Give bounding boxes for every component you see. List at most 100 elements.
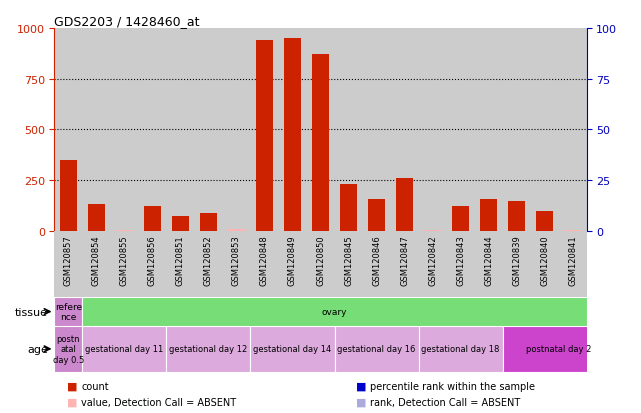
Bar — [251, 29, 278, 231]
Text: ■: ■ — [356, 381, 366, 391]
Bar — [558, 231, 587, 297]
Bar — [256, 41, 273, 231]
Bar — [368, 200, 385, 231]
Bar — [54, 297, 83, 326]
Bar — [167, 231, 194, 297]
Text: postn
atal
day 0.5: postn atal day 0.5 — [53, 334, 84, 364]
Bar — [447, 231, 474, 297]
Bar — [83, 231, 110, 297]
Text: gestational day 14: gestational day 14 — [253, 344, 331, 354]
Bar — [503, 326, 615, 372]
Bar — [278, 29, 306, 231]
Text: GSM120843: GSM120843 — [456, 235, 465, 285]
Bar — [110, 231, 138, 297]
Bar — [83, 326, 167, 372]
Text: GSM120855: GSM120855 — [120, 235, 129, 285]
Text: GSM120852: GSM120852 — [204, 235, 213, 285]
Bar — [419, 29, 447, 231]
Bar — [251, 231, 278, 297]
Bar — [335, 326, 419, 372]
Text: GSM120844: GSM120844 — [484, 235, 493, 285]
Bar — [452, 207, 469, 231]
Text: gestational day 16: gestational day 16 — [337, 344, 416, 354]
Bar — [531, 231, 558, 297]
Text: GSM120856: GSM120856 — [148, 235, 157, 285]
Text: GSM120847: GSM120847 — [400, 235, 409, 285]
Bar — [531, 29, 558, 231]
Text: ■: ■ — [67, 381, 78, 391]
Bar — [363, 29, 390, 231]
Text: ■: ■ — [356, 397, 366, 407]
Bar — [60, 160, 77, 231]
Text: GSM120854: GSM120854 — [92, 235, 101, 285]
Text: GSM120839: GSM120839 — [512, 235, 521, 285]
Bar — [54, 231, 83, 297]
Bar — [396, 179, 413, 231]
Text: rank, Detection Call = ABSENT: rank, Detection Call = ABSENT — [370, 397, 520, 407]
Bar — [54, 29, 83, 231]
Bar — [480, 200, 497, 231]
Text: GSM120851: GSM120851 — [176, 235, 185, 285]
Bar — [167, 29, 194, 231]
Bar — [474, 29, 503, 231]
Bar — [424, 230, 441, 231]
Bar — [536, 211, 553, 231]
Bar — [83, 29, 110, 231]
Text: percentile rank within the sample: percentile rank within the sample — [370, 381, 535, 391]
Bar — [194, 29, 222, 231]
Bar — [54, 326, 83, 372]
Text: GSM120850: GSM120850 — [316, 235, 325, 285]
Bar — [564, 230, 581, 231]
Text: GSM120848: GSM120848 — [260, 235, 269, 285]
Bar — [503, 231, 531, 297]
Bar — [222, 231, 251, 297]
Bar — [312, 55, 329, 231]
Bar — [228, 229, 245, 231]
Bar — [172, 216, 189, 231]
Bar — [116, 230, 133, 231]
Text: value, Detection Call = ABSENT: value, Detection Call = ABSENT — [81, 397, 237, 407]
Text: postnatal day 2: postnatal day 2 — [526, 344, 591, 354]
Bar — [419, 326, 503, 372]
Bar — [88, 205, 105, 231]
Bar — [138, 29, 167, 231]
Text: gestational day 12: gestational day 12 — [169, 344, 247, 354]
Bar — [167, 326, 251, 372]
Bar — [251, 326, 335, 372]
Text: GSM120840: GSM120840 — [540, 235, 549, 285]
Bar — [335, 29, 363, 231]
Bar — [306, 231, 335, 297]
Bar — [390, 29, 419, 231]
Text: age: age — [27, 344, 48, 354]
Text: GSM120849: GSM120849 — [288, 235, 297, 285]
Bar — [194, 231, 222, 297]
Text: tissue: tissue — [15, 307, 48, 317]
Bar — [284, 39, 301, 231]
Text: GSM120846: GSM120846 — [372, 235, 381, 285]
Text: ovary: ovary — [322, 307, 347, 316]
Bar — [419, 231, 447, 297]
Bar — [363, 231, 390, 297]
Bar — [335, 231, 363, 297]
Bar — [390, 231, 419, 297]
Text: ■: ■ — [67, 397, 78, 407]
Text: refere
nce: refere nce — [55, 302, 82, 321]
Bar — [110, 29, 138, 231]
Bar — [144, 207, 161, 231]
Bar — [306, 29, 335, 231]
Text: gestational day 11: gestational day 11 — [85, 344, 163, 354]
Bar — [340, 185, 357, 231]
Bar — [558, 29, 587, 231]
Bar — [503, 29, 531, 231]
Bar — [200, 213, 217, 231]
Bar — [138, 231, 167, 297]
Bar — [447, 29, 474, 231]
Text: GSM120841: GSM120841 — [568, 235, 577, 285]
Text: GSM120853: GSM120853 — [232, 235, 241, 285]
Bar — [278, 231, 306, 297]
Bar — [474, 231, 503, 297]
Bar — [508, 202, 525, 231]
Text: GSM120857: GSM120857 — [64, 235, 73, 285]
Bar — [222, 29, 251, 231]
Text: GDS2203 / 1428460_at: GDS2203 / 1428460_at — [54, 15, 200, 28]
